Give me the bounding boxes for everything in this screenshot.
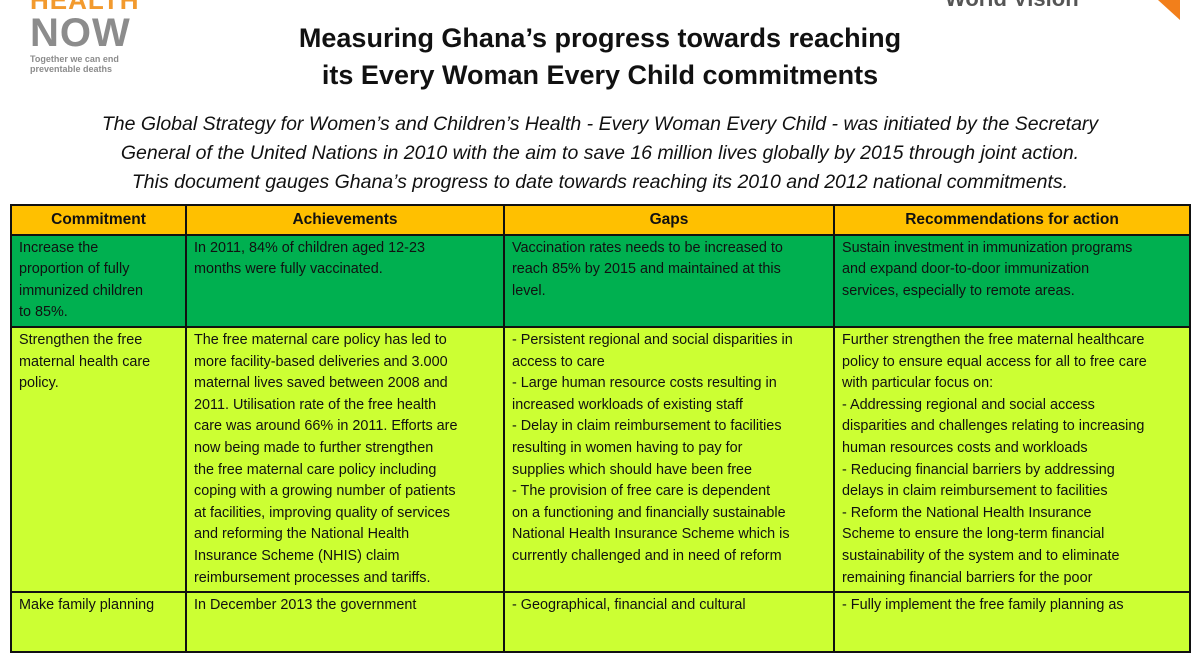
logo-tagline: Together we can end preventable deaths: [30, 54, 119, 74]
table-header-row: Commitment Achievements Gaps Recommendat…: [10, 204, 1191, 236]
cell-gaps: - Geographical, financial and cultural: [503, 591, 835, 653]
logo-now-text: NOW: [30, 11, 131, 55]
commitments-table: Commitment Achievements Gaps Recommendat…: [10, 204, 1191, 653]
health-now-logo: HEALTH NOW Together we can end preventab…: [30, 0, 170, 74]
intro-paragraph: The Global Strategy for Women’s and Chil…: [101, 113, 1099, 193]
world-vision-logo-text: World Vision: [945, 0, 1079, 12]
cell-achievements: In 2011, 84% of children aged 12-23 mont…: [185, 233, 505, 328]
cell-commitment: Strengthen the free maternal health care…: [10, 325, 187, 594]
header-commitment: Commitment: [10, 204, 187, 236]
world-vision-logo-mark: [1158, 0, 1180, 20]
cell-recommendations: Further strengthen the free maternal hea…: [833, 325, 1191, 594]
table-row: Increase the proportion of fully immuniz…: [10, 233, 1191, 328]
page-title: Measuring Ghana’s progress towards reach…: [298, 23, 902, 90]
cell-achievements: The free maternal care policy has led to…: [185, 325, 505, 594]
cell-gaps: - Persistent regional and social dispari…: [503, 325, 835, 594]
header-recommendations: Recommendations for action: [833, 204, 1191, 236]
cell-recommendations: - Fully implement the free family planni…: [833, 591, 1191, 653]
cell-achievements: In December 2013 the government: [185, 591, 505, 653]
logo-health-text: HEALTH: [30, 0, 140, 15]
cell-commitment: Increase the proportion of fully immuniz…: [10, 233, 187, 328]
header-gaps: Gaps: [503, 204, 835, 236]
header-achievements: Achievements: [185, 204, 505, 236]
table-row: Strengthen the free maternal health care…: [10, 325, 1191, 594]
cell-commitment: Make family planning: [10, 591, 187, 653]
table-row: Make family planning In December 2013 th…: [10, 591, 1191, 653]
cell-recommendations: Sustain investment in immunization progr…: [833, 233, 1191, 328]
cell-gaps: Vaccination rates needs to be increased …: [503, 233, 835, 328]
